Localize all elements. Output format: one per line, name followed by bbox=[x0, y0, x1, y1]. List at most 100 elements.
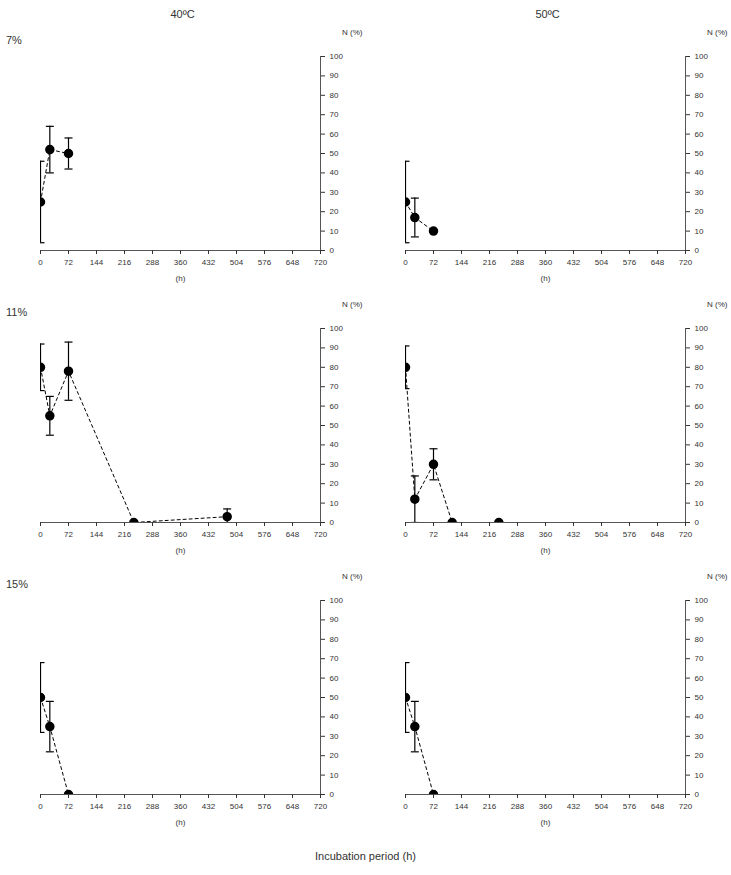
svg-text:100: 100 bbox=[695, 596, 709, 605]
svg-text:504: 504 bbox=[595, 258, 609, 267]
svg-text:10: 10 bbox=[695, 771, 704, 780]
svg-text:30: 30 bbox=[330, 460, 339, 469]
svg-text:504: 504 bbox=[595, 530, 609, 539]
svg-text:90: 90 bbox=[695, 71, 704, 80]
svg-text:30: 30 bbox=[330, 188, 339, 197]
svg-text:N (%): N (%) bbox=[342, 572, 363, 581]
svg-text:144: 144 bbox=[90, 802, 104, 811]
svg-text:432: 432 bbox=[567, 530, 581, 539]
svg-text:432: 432 bbox=[567, 258, 581, 267]
svg-text:60: 60 bbox=[330, 402, 339, 411]
svg-text:40: 40 bbox=[330, 712, 339, 721]
svg-text:100: 100 bbox=[330, 52, 344, 61]
svg-text:144: 144 bbox=[455, 258, 469, 267]
svg-text:432: 432 bbox=[202, 802, 216, 811]
svg-text:216: 216 bbox=[118, 802, 132, 811]
svg-text:360: 360 bbox=[174, 802, 188, 811]
svg-text:0: 0 bbox=[330, 246, 335, 255]
svg-text:360: 360 bbox=[539, 530, 553, 539]
svg-text:720: 720 bbox=[314, 530, 328, 539]
svg-text:80: 80 bbox=[695, 635, 704, 644]
svg-text:648: 648 bbox=[286, 530, 300, 539]
svg-text:90: 90 bbox=[695, 343, 704, 352]
svg-text:(h): (h) bbox=[541, 546, 551, 555]
svg-text:504: 504 bbox=[230, 530, 244, 539]
svg-text:648: 648 bbox=[651, 530, 665, 539]
svg-text:72: 72 bbox=[64, 802, 73, 811]
svg-text:72: 72 bbox=[429, 258, 438, 267]
svg-text:144: 144 bbox=[90, 258, 104, 267]
svg-text:100: 100 bbox=[330, 596, 344, 605]
svg-text:288: 288 bbox=[511, 530, 525, 539]
svg-text:504: 504 bbox=[230, 258, 244, 267]
svg-text:(h): (h) bbox=[176, 274, 186, 283]
svg-text:0: 0 bbox=[695, 790, 700, 799]
svg-text:288: 288 bbox=[146, 530, 160, 539]
svg-text:N (%): N (%) bbox=[707, 28, 728, 37]
svg-text:72: 72 bbox=[64, 530, 73, 539]
svg-text:60: 60 bbox=[695, 402, 704, 411]
svg-text:N (%): N (%) bbox=[707, 572, 728, 581]
svg-text:360: 360 bbox=[539, 258, 553, 267]
svg-text:100: 100 bbox=[695, 324, 709, 333]
svg-text:648: 648 bbox=[651, 802, 665, 811]
svg-text:40: 40 bbox=[695, 712, 704, 721]
svg-text:40: 40 bbox=[330, 440, 339, 449]
svg-text:30: 30 bbox=[695, 460, 704, 469]
svg-text:60: 60 bbox=[695, 130, 704, 139]
svg-text:50: 50 bbox=[330, 421, 339, 430]
svg-text:0: 0 bbox=[695, 246, 700, 255]
svg-text:0: 0 bbox=[403, 258, 408, 267]
svg-text:50: 50 bbox=[330, 149, 339, 158]
svg-text:60: 60 bbox=[330, 130, 339, 139]
svg-text:360: 360 bbox=[174, 530, 188, 539]
svg-text:20: 20 bbox=[330, 751, 339, 760]
svg-text:80: 80 bbox=[330, 635, 339, 644]
svg-text:0: 0 bbox=[38, 258, 43, 267]
svg-text:100: 100 bbox=[330, 324, 344, 333]
svg-text:288: 288 bbox=[146, 258, 160, 267]
svg-text:432: 432 bbox=[202, 258, 216, 267]
svg-text:648: 648 bbox=[651, 258, 665, 267]
svg-text:50: 50 bbox=[330, 693, 339, 702]
svg-text:70: 70 bbox=[330, 654, 339, 663]
svg-text:50: 50 bbox=[695, 693, 704, 702]
svg-text:216: 216 bbox=[118, 258, 132, 267]
svg-text:90: 90 bbox=[330, 615, 339, 624]
svg-text:80: 80 bbox=[695, 91, 704, 100]
svg-text:10: 10 bbox=[695, 227, 704, 236]
svg-text:720: 720 bbox=[314, 802, 328, 811]
svg-text:504: 504 bbox=[230, 802, 244, 811]
svg-text:0: 0 bbox=[403, 530, 408, 539]
svg-text:80: 80 bbox=[330, 91, 339, 100]
svg-text:720: 720 bbox=[314, 258, 328, 267]
svg-text:20: 20 bbox=[695, 479, 704, 488]
svg-text:288: 288 bbox=[146, 802, 160, 811]
svg-text:216: 216 bbox=[483, 258, 497, 267]
svg-text:20: 20 bbox=[330, 479, 339, 488]
svg-text:144: 144 bbox=[455, 802, 469, 811]
svg-text:80: 80 bbox=[695, 363, 704, 372]
svg-text:432: 432 bbox=[202, 530, 216, 539]
svg-text:60: 60 bbox=[330, 674, 339, 683]
svg-text:50: 50 bbox=[695, 421, 704, 430]
svg-text:(h): (h) bbox=[176, 818, 186, 827]
svg-text:10: 10 bbox=[695, 499, 704, 508]
svg-text:50: 50 bbox=[695, 149, 704, 158]
svg-text:288: 288 bbox=[511, 802, 525, 811]
svg-text:20: 20 bbox=[695, 207, 704, 216]
svg-text:30: 30 bbox=[695, 188, 704, 197]
svg-text:216: 216 bbox=[483, 530, 497, 539]
svg-text:360: 360 bbox=[539, 802, 553, 811]
svg-text:0: 0 bbox=[38, 802, 43, 811]
svg-text:90: 90 bbox=[330, 343, 339, 352]
svg-text:10: 10 bbox=[330, 771, 339, 780]
svg-text:100: 100 bbox=[695, 52, 709, 61]
svg-text:576: 576 bbox=[623, 530, 637, 539]
svg-text:72: 72 bbox=[64, 258, 73, 267]
svg-text:80: 80 bbox=[330, 363, 339, 372]
svg-text:0: 0 bbox=[695, 518, 700, 527]
svg-text:N (%): N (%) bbox=[342, 300, 363, 309]
svg-text:720: 720 bbox=[679, 530, 693, 539]
svg-text:40: 40 bbox=[695, 440, 704, 449]
